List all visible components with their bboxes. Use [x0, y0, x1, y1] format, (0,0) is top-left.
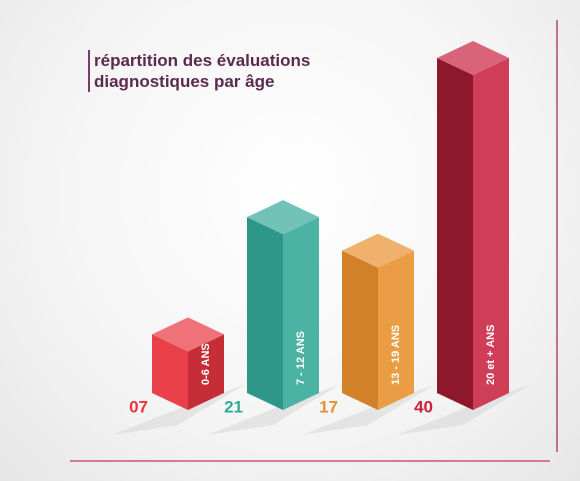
category-label: 0-6 ANS	[200, 343, 212, 385]
bar	[247, 200, 319, 410]
value-label: 07	[129, 397, 148, 416]
bar-right-face	[188, 334, 224, 410]
category-label: 13 - 19 ANS	[390, 325, 402, 385]
bar-top-face	[247, 200, 319, 235]
chart-title: répartition des évaluations diagnostique…	[88, 50, 364, 92]
bar	[152, 317, 224, 410]
bar-left-face	[437, 58, 473, 410]
category-label: 7 - 12 ANS	[295, 331, 307, 385]
bar	[437, 41, 509, 410]
value-label: 40	[414, 397, 433, 416]
bar-right-face	[283, 217, 319, 410]
value-label: 21	[224, 397, 243, 416]
bar-left-face	[152, 334, 188, 410]
bar-right-face	[473, 58, 509, 410]
bar-left-face	[342, 250, 378, 410]
bar-top-face	[437, 41, 509, 75]
category-label: 20 et + ANS	[485, 325, 497, 385]
bar-top-face	[152, 317, 224, 352]
bar	[342, 233, 414, 410]
bar-top-face	[342, 233, 414, 268]
bars: 07 0-6 ANS 21 7 - 12 ANS 17 13 - 19 ANS 40 20 e…	[112, 41, 529, 435]
bar-right-face	[378, 250, 414, 410]
value-label: 17	[319, 397, 338, 416]
bar-left-face	[247, 217, 283, 410]
